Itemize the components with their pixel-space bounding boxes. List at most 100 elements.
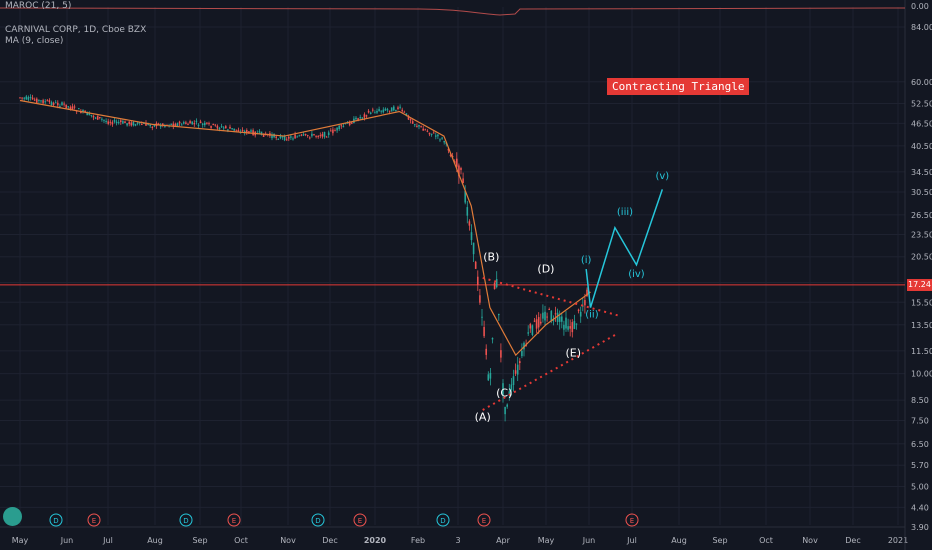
candle-body: [319, 135, 322, 137]
candle-body: [128, 121, 130, 125]
candle-body: [281, 136, 284, 138]
tradingview-logo-icon: [3, 507, 22, 526]
event-marker-label: E: [482, 517, 486, 525]
wave-label: (v): [655, 171, 669, 182]
candle-body: [531, 325, 534, 335]
candle-body: [468, 221, 471, 226]
candle-body: [111, 122, 114, 125]
candle-body: [470, 232, 473, 241]
candle-body: [241, 129, 244, 131]
x-tick-label: Dec: [322, 536, 337, 545]
wave-label: (D): [537, 263, 554, 276]
candle-body: [309, 137, 311, 139]
candle-body: [172, 123, 175, 127]
candle-body: [336, 127, 338, 131]
candle-body: [94, 117, 97, 119]
x-tick-label: Jul: [626, 536, 637, 545]
candle-body: [357, 118, 359, 121]
candle-body: [105, 120, 107, 122]
y-tick-label: 23.50: [911, 230, 932, 239]
y-tick-label: 3.90: [911, 523, 929, 532]
candle-body: [487, 374, 490, 381]
candle-body: [495, 279, 498, 288]
candle-body: [382, 109, 385, 113]
candle-body: [237, 129, 240, 132]
projection-wave: [585, 189, 664, 308]
wave-label: (i): [581, 255, 592, 266]
x-tick-label: 2020: [364, 536, 387, 545]
x-tick-label: Jul: [102, 536, 113, 545]
candle-body: [361, 117, 364, 119]
candle-body: [571, 322, 574, 333]
candle-body: [290, 136, 292, 138]
event-marker-label: D: [315, 517, 320, 525]
candle-body: [288, 136, 290, 139]
candle-body: [491, 337, 494, 340]
y-tick-label: 60.00: [911, 78, 932, 87]
candle-body: [153, 124, 156, 127]
candle-body: [422, 128, 424, 131]
candle-body: [390, 107, 393, 112]
candle-body: [376, 110, 378, 113]
candle-body: [380, 110, 382, 112]
candle-body: [80, 111, 82, 114]
candle-body: [162, 123, 164, 126]
event-marker-icon: [353, 513, 367, 527]
candle-body: [174, 123, 177, 126]
candle-body: [569, 326, 571, 329]
candle-body: [48, 100, 51, 103]
candle-body: [334, 130, 336, 132]
candle-body: [67, 106, 70, 108]
candle-body: [414, 124, 416, 126]
candle-body: [199, 121, 202, 124]
x-tick-label: Oct: [234, 536, 248, 545]
event-marker-icon: [179, 513, 193, 527]
candle-body: [210, 125, 212, 128]
candle-body: [462, 178, 464, 184]
wave-label: (A): [475, 410, 491, 423]
candle-body: [246, 129, 248, 134]
candle-body: [50, 101, 53, 106]
event-marker-label: D: [440, 517, 445, 525]
candle-body: [575, 323, 578, 325]
candle-body: [132, 121, 135, 126]
candle-body: [117, 122, 120, 124]
x-tick-label: Nov: [802, 536, 818, 545]
wave-label: (C): [496, 386, 512, 399]
x-tick-label: Aug: [147, 536, 163, 545]
candle-body: [567, 326, 569, 330]
candle-body: [298, 135, 301, 137]
candle-body: [472, 242, 475, 255]
candle-body: [344, 123, 347, 125]
candle-body: [405, 113, 408, 116]
candle-body: [120, 120, 122, 122]
candle-body: [96, 115, 99, 120]
candle-body: [481, 316, 483, 318]
candle-body: [84, 110, 86, 113]
candle-body: [466, 207, 469, 216]
candle-body: [363, 114, 366, 118]
candle-body: [233, 128, 235, 131]
candle-body: [338, 125, 340, 130]
y-tick-label: 30.50: [911, 188, 932, 197]
candle-body: [130, 122, 133, 126]
candle-body: [65, 104, 67, 109]
candle-body: [27, 97, 30, 100]
wave-label: (ii): [585, 310, 598, 321]
event-marker-label: E: [232, 517, 236, 525]
candle-body: [52, 102, 55, 105]
x-tick-label: Sep: [712, 536, 727, 545]
candle-body: [157, 123, 160, 125]
candle-body: [346, 122, 349, 124]
candle-body: [69, 107, 72, 110]
y-tick-label: 40.50: [911, 142, 932, 151]
x-tick-label: Jun: [60, 536, 74, 545]
candle-body: [136, 122, 139, 124]
candle-body: [208, 123, 210, 125]
candle-body: [411, 121, 414, 124]
y-tick-label: 7.50: [911, 416, 929, 425]
candle-body: [227, 129, 229, 131]
candle-body: [191, 121, 193, 125]
candle-body: [220, 126, 223, 128]
